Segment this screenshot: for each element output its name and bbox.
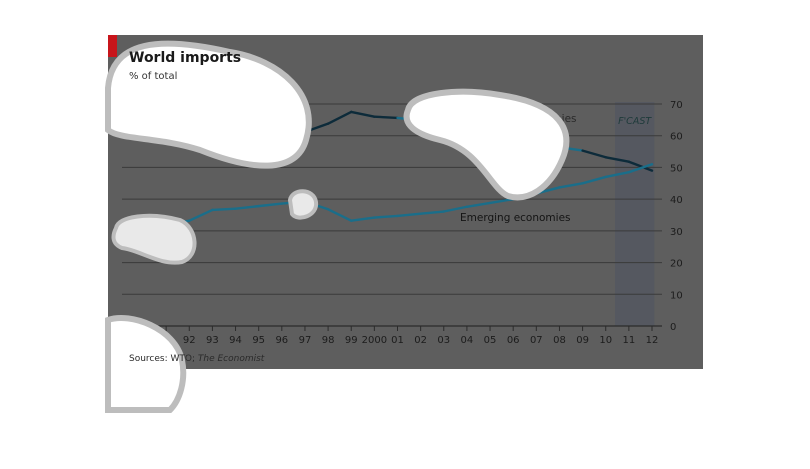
x-tick-label: 99 [345,335,358,346]
highlight-blob-center-right [403,88,570,201]
x-tick-label: 94 [229,335,242,346]
x-tick-label: 05 [484,335,497,346]
emerging-line-segment [581,175,607,185]
x-tick-label: 12 [646,335,659,346]
forecast-band [614,102,655,326]
y-axis-ticks: 0 10 20 30 40 50 60 70 [670,100,683,333]
highlight-blobs [105,40,570,413]
y-tick-label: 60 [670,132,683,143]
developed-line-segment [604,156,631,163]
developed-line-segment [627,160,654,172]
emerging-series-label: Emerging economies [460,212,571,224]
emerging-line-segment [396,212,422,218]
y-tick-label: 70 [670,100,683,111]
y-tick-label: 0 [670,322,676,333]
source-publication: The Economist [198,354,265,364]
developed-line-segment [581,149,607,159]
y-tick-label: 50 [670,163,683,174]
developed-line-segment [373,115,399,120]
chart-title: World imports [129,50,241,66]
emerging-line-segment [488,197,515,205]
source-prefix: Sources: WTO; [129,354,198,364]
x-tick-label: 93 [206,335,219,346]
y-tick-label: 40 [670,195,683,206]
emerging-line-segment [604,170,631,179]
emerging-line-segment [442,205,469,213]
highlight-blob-bottomleft [105,314,187,413]
emerging-line-segment [211,207,237,212]
x-tick-label: 96 [275,335,288,346]
x-tick-label: 11 [622,335,635,346]
developed-line-segment [326,110,353,125]
emerging-line-segment [326,208,353,222]
brand-accent-bar [108,35,117,57]
emerging-line-segment [558,182,584,189]
emerging-line-segment [350,216,376,222]
y-tick-label: 10 [670,290,683,301]
x-tick-label: 02 [414,335,427,346]
x-tick-label: 97 [299,335,312,346]
x-tick-label: 03 [437,335,450,346]
x-tick-label: 04 [461,335,474,346]
emerging-line-segment [419,210,445,215]
x-tick-label: 92 [183,335,196,346]
x-tick-label: 01 [391,335,404,346]
emerging-line-segment [188,208,214,222]
chart-subtitle: % of total [129,71,177,82]
emerging-line-segment [257,202,284,208]
x-tick-label: 2000 [362,335,387,346]
x-axis-ticks: 1990919293949596979899200001020304050607… [130,326,658,346]
x-tick-label: 95 [252,335,265,346]
highlight-blob-topleft [105,40,312,169]
x-tick-label: 07 [530,335,543,346]
emerging-line-segment [373,214,399,219]
forecast-label: F'CAST [618,116,652,127]
x-tick-label: 10 [599,335,612,346]
developed-line-segment [350,110,376,118]
x-tick-label: 98 [322,335,335,346]
y-tick-label: 20 [670,259,683,270]
x-tick-label: 06 [507,335,520,346]
highlight-blob-left-small [111,213,197,265]
source-note: Sources: WTO; The Economist [129,354,265,364]
emerging-line-segment [465,201,492,208]
emerging-line-segment [234,204,260,210]
emerging-line-segment [627,163,654,174]
x-tick-label: 08 [553,335,566,346]
highlight-blob-97 [287,189,319,220]
x-tick-label: 09 [576,335,589,346]
y-tick-label: 30 [670,227,683,238]
